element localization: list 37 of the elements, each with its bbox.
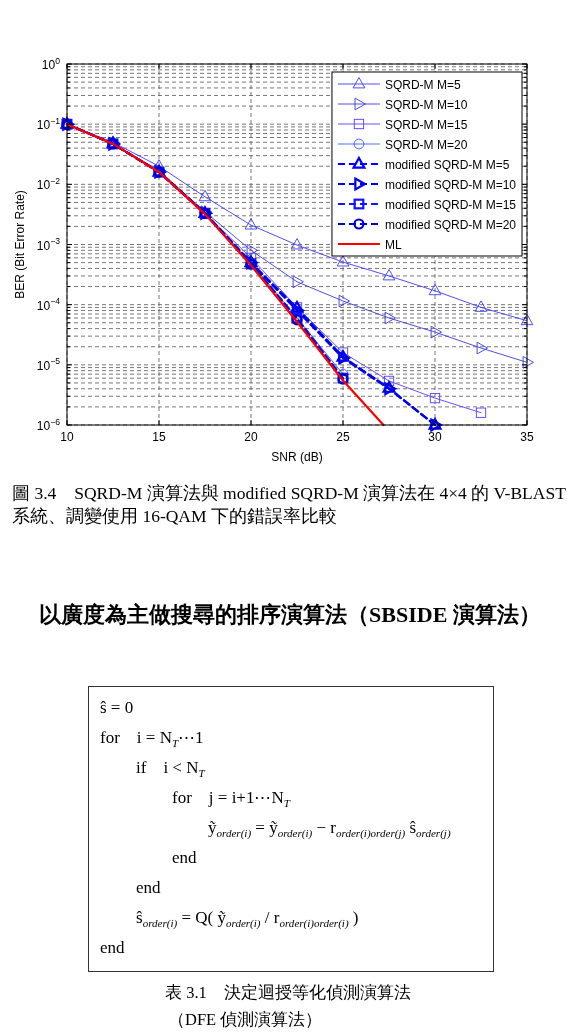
legend-label: modified SQRD-M M=20 xyxy=(384,217,517,232)
y-tick-label: 10$^{−5}$ xyxy=(36,356,61,373)
caption: 圖 3.4 SQRD-M 演算法與 modified SQRD-M 演算法在 4×4 的 V-BLAST 系統、調變使用 16-QAM 下的錯誤率比較 xyxy=(12,482,567,528)
y-tick-label: 10$^{−4}$ xyxy=(36,296,61,313)
legend-label: modified SQRD-M M=10 xyxy=(384,177,517,192)
text: if i < N$_{T}$ xyxy=(136,757,205,782)
legend-label: ML xyxy=(384,237,402,252)
legend-label: SQRD-M M=20 xyxy=(384,137,468,152)
text: （DFE 偵測演算法） xyxy=(168,1009,323,1031)
y-tick-label: 10$^{−6}$ xyxy=(36,416,61,433)
x-tick-label: 30 xyxy=(428,430,442,444)
text: for j = i+1⋯N$_{T}$ xyxy=(172,787,290,812)
text: end xyxy=(136,877,161,899)
text: ŝ$_{order(i)}$ = Q( ỹ$_{order(i)}$ / r$_{order(i)order(i)}$ ) xyxy=(136,907,359,932)
x-tick-label: 35 xyxy=(520,430,534,444)
legend-label: modified SQRD-M M=5 xyxy=(384,157,510,172)
x-tick-label: 20 xyxy=(244,430,258,444)
text: end xyxy=(172,847,197,869)
legend-label: SQRD-M M=15 xyxy=(384,117,468,132)
x-tick-label: 15 xyxy=(152,430,166,444)
text: 表 3.1 決定迴授等化偵測演算法 xyxy=(165,982,411,1004)
y-tick-label: 10$^{0}$ xyxy=(41,55,61,72)
text: for i = N$_{T}$⋯1 xyxy=(100,727,204,752)
legend-label: modified SQRD-M M=15 xyxy=(384,197,517,212)
text: 以廣度為主做搜尋的排序演算法（SBSIDE 演算法） xyxy=(38,601,542,629)
y-tick-label: 10$^{−1}$ xyxy=(36,115,61,133)
legend-label: SQRD-M M=5 xyxy=(384,77,461,92)
y-tick-label: 10$^{−3}$ xyxy=(36,236,61,253)
y-tick-label: 10$^{−2}$ xyxy=(36,175,61,193)
text: end xyxy=(100,937,125,959)
text: ŝ = 0 xyxy=(100,697,134,719)
x-tick-label: 25 xyxy=(336,430,350,444)
y-axis-title: BER (Bit Error Rate) xyxy=(13,190,27,299)
text: ỹ$_{order(i)}$ = ỹ$_{order(i)}$ − r$_{order(i)order(j)}$ ŝ$_{order(j)}$ xyxy=(208,817,451,842)
legend-label: SQRD-M M=10 xyxy=(384,97,468,112)
x-axis-title: SNR (dB) xyxy=(271,450,323,464)
x-tick-label: 10 xyxy=(60,430,74,444)
